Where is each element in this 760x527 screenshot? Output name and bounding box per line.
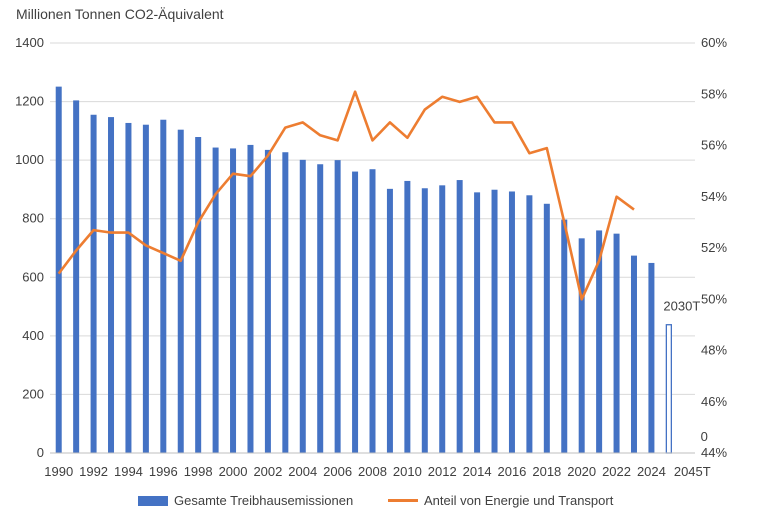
- x-tick-label: 2020: [567, 464, 596, 479]
- chart-legend: Gesamte Treibhausemissionen Anteil von E…: [0, 493, 760, 515]
- bar: [526, 195, 533, 454]
- data-label: 0: [701, 429, 708, 444]
- y-right-tick-label: 46%: [701, 394, 727, 409]
- legend-swatch-bar: [138, 495, 168, 506]
- x-tick-label: 1994: [114, 464, 143, 479]
- bar: [55, 86, 62, 453]
- legend-label-share: Anteil von Energie und Transport: [424, 493, 614, 508]
- bar: [630, 255, 637, 453]
- x-tick-label: 2004: [288, 464, 317, 479]
- chart-unit-title: Millionen Tonnen CO2-Äquivalent: [16, 6, 224, 22]
- bar: [613, 233, 620, 453]
- y-left-tick-label: 800: [22, 211, 44, 226]
- x-tick-label: 2010: [393, 464, 422, 479]
- x-tick-label: 2000: [219, 464, 248, 479]
- bar: [386, 188, 393, 454]
- y-left-tick-label: 600: [22, 269, 44, 284]
- data-label: 2030T: [663, 299, 700, 314]
- y-right-tick-label: 56%: [701, 138, 727, 153]
- x-tick-label: 2014: [463, 464, 492, 479]
- bar: [439, 185, 446, 454]
- x-tick-label: 2022: [602, 464, 631, 479]
- y-right-tick-label: 54%: [701, 189, 727, 204]
- bar: [421, 188, 428, 453]
- x-tick-label: 1992: [79, 464, 108, 479]
- bar: [648, 262, 655, 453]
- bar: [90, 114, 97, 453]
- x-tick-label: 2006: [323, 464, 352, 479]
- y-right-tick-label: 58%: [701, 86, 727, 101]
- bar: [247, 144, 254, 453]
- x-tick-label: 2008: [358, 464, 387, 479]
- legend-label-emissions: Gesamte Treibhausemissionen: [174, 493, 354, 508]
- bar: [299, 159, 306, 453]
- legend-item-emissions: Gesamte Treibhausemissionen: [138, 493, 353, 508]
- bar: [456, 180, 463, 454]
- x-tick-label: 2012: [428, 464, 457, 479]
- bar: [561, 219, 568, 453]
- bar: [73, 100, 80, 454]
- y-left-tick-label: 0: [37, 445, 44, 460]
- bar: [543, 203, 550, 453]
- bar: [352, 171, 359, 454]
- bar: [369, 169, 376, 453]
- bar: [212, 147, 219, 454]
- bar-target: [665, 324, 673, 454]
- bar: [264, 149, 271, 453]
- bar: [108, 117, 115, 453]
- legend-swatch-line: [388, 499, 418, 502]
- bar: [125, 122, 132, 453]
- x-tick-label: 2018: [532, 464, 561, 479]
- y-right-tick-label: 60%: [701, 35, 727, 50]
- y-right-tick-label: 52%: [701, 240, 727, 255]
- y-right-tick-label: 44%: [701, 445, 727, 460]
- bar: [142, 124, 149, 453]
- bar: [177, 129, 184, 453]
- x-tick-label: 2016: [497, 464, 526, 479]
- y-left-tick-label: 1400: [15, 35, 44, 50]
- bar: [230, 148, 237, 453]
- y-left-tick-label: 1000: [15, 152, 44, 167]
- bar: [474, 192, 481, 453]
- x-tick-label: 2024: [637, 464, 666, 479]
- x-tick-label: 1998: [184, 464, 213, 479]
- bar: [508, 191, 515, 453]
- y-left-tick-label: 1200: [15, 94, 44, 109]
- bar: [195, 137, 202, 453]
- y-right-tick-label: 48%: [701, 343, 727, 358]
- bar: [491, 189, 498, 453]
- bar: [578, 238, 585, 453]
- legend-item-share: Anteil von Energie und Transport: [388, 493, 613, 508]
- bar: [404, 180, 411, 453]
- bar: [160, 119, 167, 453]
- y-left-tick-label: 200: [22, 386, 44, 401]
- x-tick-label: 1990: [44, 464, 73, 479]
- bar: [317, 164, 324, 453]
- y-right-tick-label: 50%: [701, 291, 727, 306]
- y-left-tick-label: 400: [22, 328, 44, 343]
- x-tick-label: 2002: [253, 464, 282, 479]
- x-tick-label: 2045T: [674, 464, 711, 479]
- bar: [596, 230, 603, 453]
- x-tick-label: 1996: [149, 464, 178, 479]
- line-series: [57, 90, 635, 301]
- bar: [334, 160, 341, 453]
- bar: [282, 152, 289, 453]
